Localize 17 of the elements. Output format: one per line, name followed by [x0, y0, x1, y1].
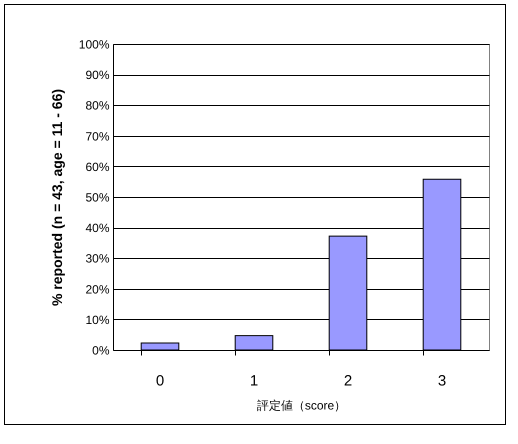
y-tick-label: 80% — [85, 98, 110, 113]
y-tick-label: 0% — [92, 344, 110, 358]
y-tick-label: 50% — [85, 190, 110, 204]
y-tick-label: 90% — [85, 68, 110, 82]
y-tick-label: 100% — [78, 38, 110, 52]
y-tick-label: 30% — [85, 252, 110, 266]
y-tick-label: 70% — [85, 129, 110, 144]
x-tick-label: 1 — [250, 372, 258, 390]
y-tick-label: 10% — [85, 312, 110, 327]
y-axis-title: % reported (n = 43, age = 11 - 66) — [48, 88, 65, 306]
x-tick-label: 3 — [438, 372, 446, 390]
y-tick-label: 40% — [85, 221, 110, 236]
y-tick-label: 60% — [85, 160, 110, 174]
y-tick-label: 20% — [85, 282, 110, 296]
x-tick-label: 2 — [344, 372, 352, 390]
x-tick-label: 0 — [156, 372, 164, 390]
x-axis-title: 評定値（score） — [256, 398, 346, 412]
